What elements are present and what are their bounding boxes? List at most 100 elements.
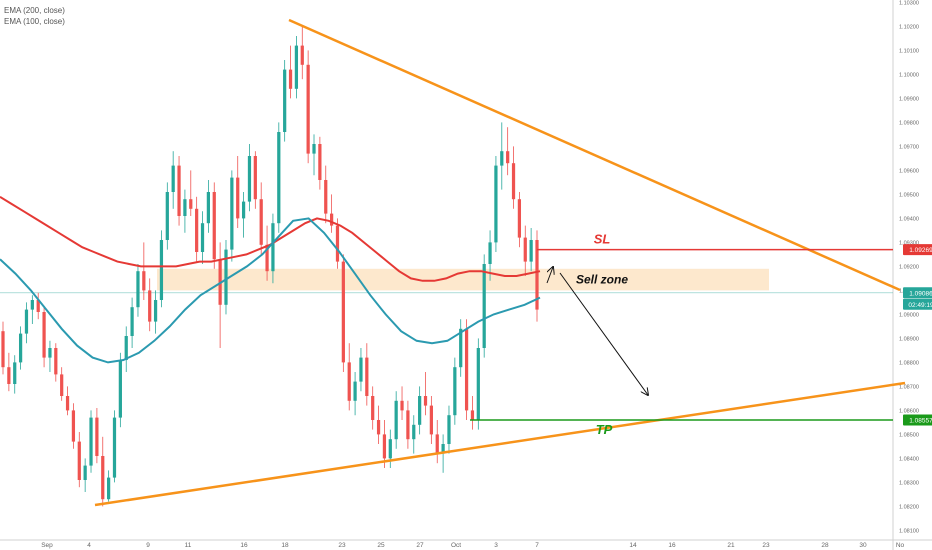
- candle-body: [130, 307, 134, 336]
- y-tick-label: 1.08700: [899, 384, 919, 390]
- candle-body: [423, 396, 428, 406]
- candle-body: [54, 348, 58, 375]
- candle-body: [277, 132, 281, 224]
- candle-body: [523, 237, 527, 262]
- candle-body: [83, 465, 87, 480]
- candle-body: [65, 396, 70, 411]
- legend-ema200[interactable]: EMA (200, close): [4, 6, 65, 15]
- candle-body: [107, 477, 111, 500]
- sell-zone-label: Sell zone: [576, 273, 628, 287]
- candle-body: [95, 417, 99, 456]
- candle-body: [136, 271, 140, 308]
- candle-body: [441, 444, 445, 454]
- candle-body: [195, 208, 199, 252]
- sell-zone-box: [157, 268, 769, 291]
- indicator-legend: EMA (200, close) EMA (100, close): [4, 5, 65, 27]
- sl-price-tag-bg: [903, 244, 932, 256]
- candle-body: [288, 69, 293, 89]
- candle-body: [359, 357, 363, 382]
- candle-body: [271, 223, 275, 272]
- candle-body: [177, 165, 181, 216]
- candle-body: [89, 417, 93, 466]
- candle-body: [294, 45, 299, 89]
- candle-body: [259, 199, 263, 245]
- y-tick-label: 1.08100: [899, 528, 919, 534]
- candle-body: [60, 374, 64, 396]
- y-tick-label: 1.10000: [899, 72, 919, 78]
- candle-body: [312, 144, 316, 154]
- x-tick-label: 25: [377, 542, 385, 549]
- current-price-tag-extra: 02:49:19: [908, 302, 932, 309]
- x-tick-label: 30: [859, 542, 867, 549]
- candle-body: [494, 165, 498, 243]
- x-tick-label: Oct: [451, 542, 461, 549]
- upper-trendline: [288, 18, 901, 292]
- candle-body: [236, 177, 240, 219]
- x-tick-label: Sep: [41, 542, 53, 549]
- y-tick-label: 1.09200: [899, 264, 919, 270]
- candle-body: [165, 192, 169, 240]
- candle-body: [253, 156, 257, 200]
- candle-body: [124, 336, 128, 360]
- y-tick-label: 1.09400: [899, 216, 919, 222]
- x-tick-label: 3: [494, 542, 498, 549]
- y-tick-label: 1.08300: [899, 480, 919, 486]
- candle-body: [517, 199, 522, 238]
- x-tick-label: No: [896, 542, 905, 549]
- candle-body: [353, 381, 357, 401]
- legend-ema100[interactable]: EMA (100, close): [4, 17, 65, 26]
- candle-body: [376, 420, 381, 435]
- candle-body: [341, 261, 345, 363]
- candle-body: [382, 434, 387, 459]
- candle-body: [365, 357, 369, 396]
- candle-body: [371, 396, 375, 420]
- candle-body: [500, 151, 504, 166]
- candle-body: [488, 242, 492, 264]
- current-price-tag-extra-bg: [903, 298, 932, 310]
- y-tick-label: 1.09000: [899, 312, 919, 318]
- x-tick-label: 9: [146, 542, 150, 549]
- candle-body: [330, 213, 334, 226]
- y-tick-label: 1.09900: [899, 96, 919, 102]
- x-tick-label: 14: [629, 542, 637, 549]
- candle-body: [529, 240, 533, 262]
- y-tick-label: 1.10300: [899, 0, 919, 6]
- x-tick-label: 18: [281, 542, 289, 549]
- candle-body: [224, 249, 228, 305]
- x-tick-label: 16: [240, 542, 248, 549]
- y-tick-label: 1.08800: [899, 360, 919, 366]
- down-arrow: [559, 272, 648, 395]
- candle-body: [324, 180, 328, 214]
- candle-body: [482, 264, 486, 348]
- candle-body: [71, 410, 76, 442]
- x-tick-label: 7: [535, 542, 539, 549]
- candle-body: [171, 165, 175, 192]
- candle-body: [476, 348, 480, 420]
- y-tick-label: 1.09300: [899, 240, 919, 246]
- candle-body: [464, 328, 469, 411]
- y-tick-label: 1.10200: [899, 24, 919, 30]
- x-tick-label: 11: [185, 542, 192, 549]
- candle-body: [435, 434, 439, 454]
- x-tick-label: 28: [821, 542, 829, 549]
- candle-body: [230, 177, 234, 250]
- y-tick-label: 1.08200: [899, 504, 919, 510]
- candle-body: [283, 69, 287, 132]
- candle-body: [13, 362, 17, 384]
- lower-trendline: [94, 381, 906, 507]
- candle-body: [7, 367, 11, 384]
- y-tick-label: 1.10100: [899, 48, 919, 54]
- tp-label: TP: [596, 422, 613, 437]
- candle-body: [48, 348, 52, 358]
- candle-body: [148, 290, 152, 322]
- x-tick-label: 23: [338, 542, 346, 549]
- candle-body: [112, 417, 117, 478]
- candle-body: [459, 328, 463, 368]
- y-tick-label: 1.09600: [899, 168, 919, 174]
- y-tick-label: 1.09700: [899, 144, 919, 150]
- tp-price-tag-bg: [903, 414, 932, 426]
- candle-body: [306, 64, 310, 154]
- candle-body: [42, 312, 46, 358]
- candle-body: [24, 309, 29, 334]
